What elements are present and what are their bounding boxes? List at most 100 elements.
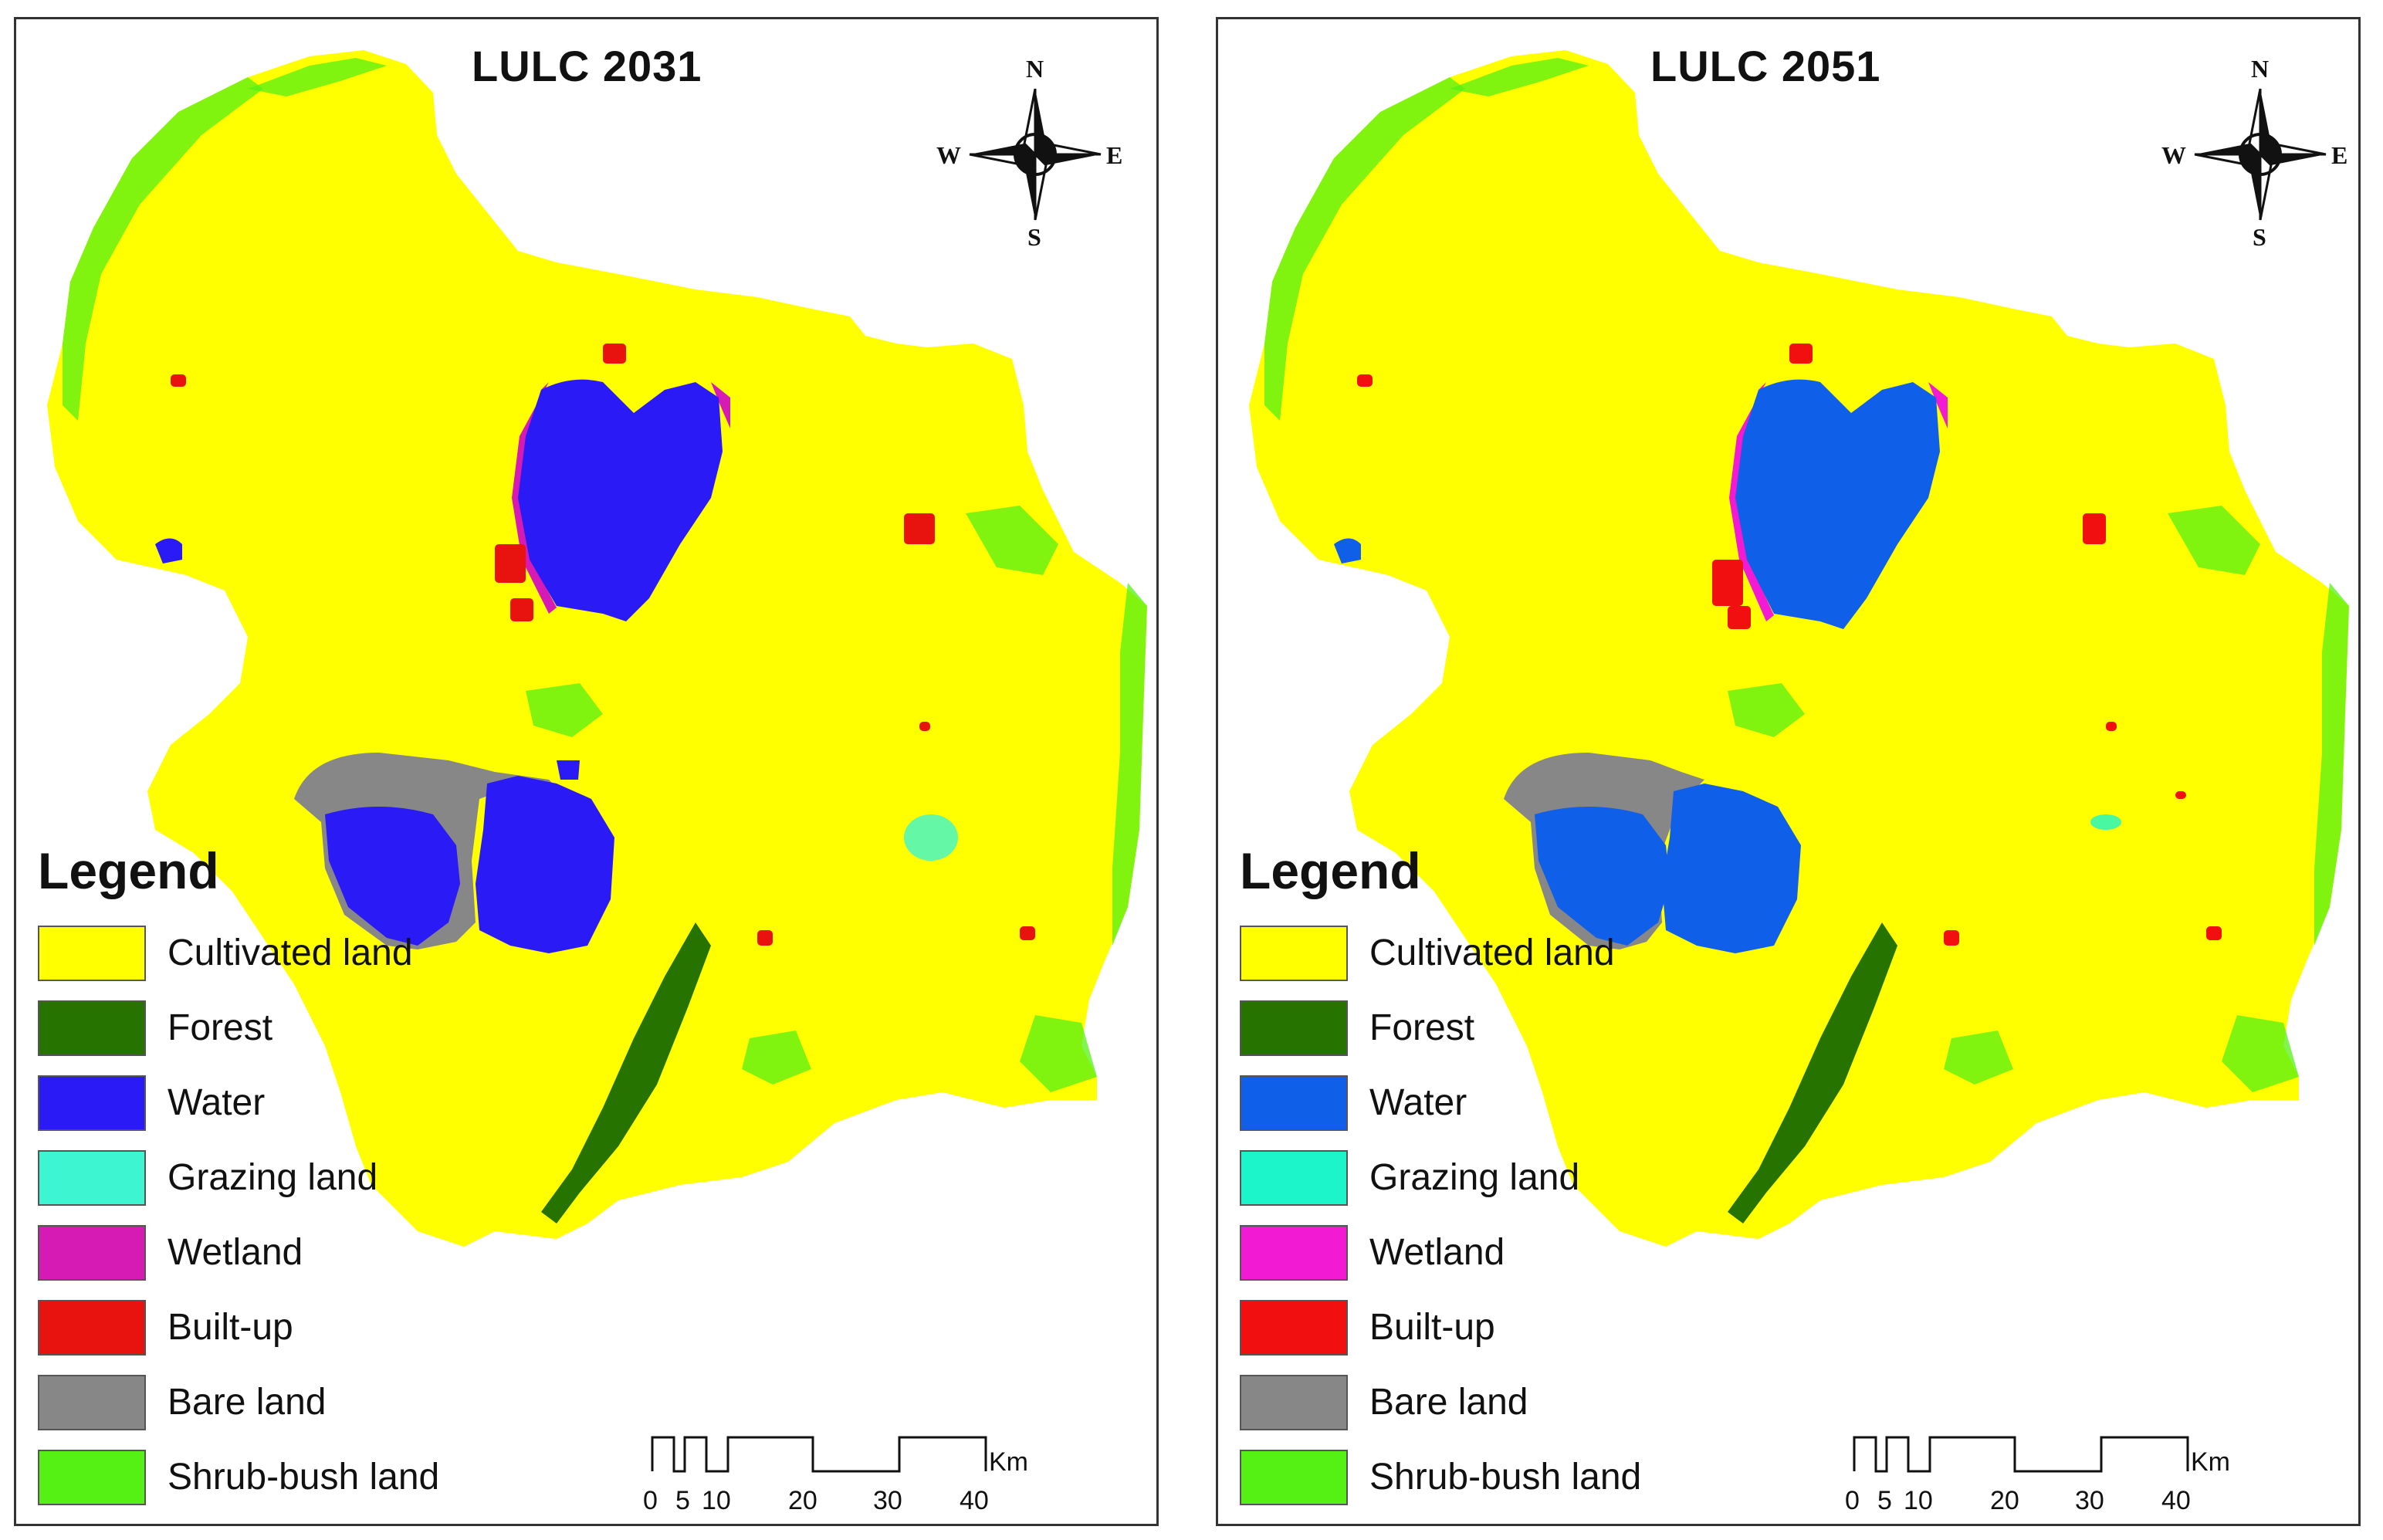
built-up-patch: [1712, 560, 1743, 606]
scale-tick-label: 20: [1990, 1486, 2019, 1515]
legend-swatch: [1240, 1224, 1348, 1281]
scale-tick-label: 30: [2075, 1486, 2104, 1515]
legend-swatch: [38, 1149, 146, 1206]
legend-label: Water: [1369, 1082, 1467, 1123]
legend-item: Cultivated land: [1240, 916, 1641, 990]
wetland-patch: [1928, 382, 1948, 428]
scale-bar: 0 5 10 20 30 40 Km: [643, 1436, 1027, 1515]
legend-item: Wetland: [1240, 1215, 1641, 1290]
north-arrow-icon: N S E W: [936, 55, 1122, 247]
water-body: [557, 760, 580, 780]
compass-s: S: [1027, 223, 1041, 247]
map-title: LULC 2031: [472, 42, 702, 90]
compass-n: N: [2251, 55, 2269, 83]
legend-swatch: [1240, 1299, 1348, 1356]
shrub-bush-patch: [2168, 506, 2260, 575]
legend-item: Wetland: [38, 1215, 439, 1290]
built-up-patch: [495, 544, 526, 583]
built-up-patch: [171, 374, 186, 387]
compass-w: W: [2161, 141, 2186, 169]
shrub-bush-patch: [966, 506, 1058, 575]
scale-tick-label: 10: [1904, 1486, 1933, 1515]
cultivated-land-region: [47, 50, 1147, 1247]
scale-tick-label: 20: [788, 1486, 817, 1515]
compass-n: N: [1026, 55, 1044, 83]
built-up-patch: [1789, 344, 1813, 364]
compass-e: E: [2331, 141, 2347, 169]
shrub-bush-patch: [526, 683, 603, 737]
legend-swatch: [1240, 1374, 1348, 1430]
legend-swatch: [38, 1075, 146, 1131]
map-panel-2031: LULC 2031 N S E W Legend Cultivated land…: [14, 17, 1159, 1526]
legend-swatch: [1240, 1000, 1348, 1056]
legend-item: Bare land: [38, 1365, 439, 1440]
forest-strip: [1728, 922, 1897, 1224]
legend-swatch: [1240, 1149, 1348, 1206]
lulc-map-2051: [1249, 50, 2349, 1247]
scale-tick-label: 40: [960, 1486, 989, 1515]
lulc-map-2031: [47, 50, 1147, 1247]
shrub-bush-patch: [1728, 683, 1805, 737]
legend-item: Cultivated land: [38, 916, 439, 990]
built-up-patch: [2106, 722, 2117, 731]
legend-swatch: [1240, 1449, 1348, 1505]
water-body: [1535, 807, 1670, 946]
map-panel-2051: LULC 2051 N S E W Legend Cultivated land…: [1216, 17, 2361, 1526]
shrub-bush-patch: [742, 1031, 811, 1085]
legend-label: Cultivated land: [168, 932, 413, 973]
legend-item: Bare land: [1240, 1365, 1641, 1440]
cultivated-land-region: [1249, 50, 2349, 1247]
legend-title: Legend: [38, 842, 219, 899]
water-body: [1334, 538, 1361, 564]
legend-item: Shrub-bush land: [1240, 1440, 1641, 1515]
forest-strip: [541, 922, 711, 1224]
legend-item: Water: [1240, 1065, 1641, 1140]
built-up-patch: [904, 513, 935, 544]
legend-item: Grazing land: [38, 1140, 439, 1215]
legend-swatch: [38, 1449, 146, 1505]
scale-tick-label: 0: [643, 1486, 658, 1515]
built-up-patch: [2206, 926, 2222, 940]
water-body: [325, 807, 460, 946]
grazing-land-patch: [2090, 814, 2121, 830]
grazing-land-patch: [904, 814, 958, 861]
water-body: [1662, 784, 1801, 953]
legend: Legend Cultivated land Forest Water Graz…: [1240, 841, 1641, 1515]
legend-label: Wetland: [1369, 1232, 1505, 1273]
built-up-patch: [1357, 374, 1373, 387]
scale-unit: Km: [2191, 1447, 2229, 1477]
legend-item: Built-up: [38, 1290, 439, 1365]
built-up-patch: [1944, 930, 1959, 946]
legend-label: Grazing land: [1369, 1157, 1580, 1198]
shrub-bush-patch: [1944, 1031, 2013, 1085]
built-up-patch: [603, 344, 626, 364]
legend-swatch: [1240, 925, 1348, 981]
water-body: [476, 776, 614, 953]
legend-swatch: [38, 1224, 146, 1281]
shrub-bush-patch: [248, 58, 387, 96]
legend-item: Built-up: [1240, 1290, 1641, 1365]
shrub-bush-patch: [1450, 58, 1589, 96]
built-up-patch: [1020, 926, 1035, 940]
water-body: [1735, 379, 1940, 629]
built-up-patch: [757, 930, 773, 946]
shrub-bush-patch: [2314, 583, 2349, 946]
shrub-bush-patch: [1020, 1015, 1097, 1092]
scale-tick-label: 40: [2161, 1486, 2191, 1515]
north-arrow-icon: N S E W: [2161, 55, 2347, 247]
legend-label: Built-up: [168, 1307, 293, 1348]
compass-w: W: [936, 141, 961, 169]
legend-label: Bare land: [1369, 1382, 1528, 1423]
water-body: [155, 538, 182, 564]
legend-label: Shrub-bush land: [168, 1457, 440, 1498]
legend-item: Forest: [38, 990, 439, 1065]
legend-item: Water: [38, 1065, 439, 1140]
legend-swatch: [38, 1000, 146, 1056]
legend-label: Forest: [1369, 1007, 1475, 1048]
built-up-patch: [2175, 791, 2186, 799]
built-up-patch: [2083, 513, 2106, 544]
legend-item: Shrub-bush land: [38, 1440, 439, 1515]
shrub-bush-patch: [63, 77, 263, 421]
scale-bar: 0 5 10 20 30 40 Km: [1845, 1436, 2229, 1515]
scale-tick-label: 0: [1845, 1486, 1860, 1515]
